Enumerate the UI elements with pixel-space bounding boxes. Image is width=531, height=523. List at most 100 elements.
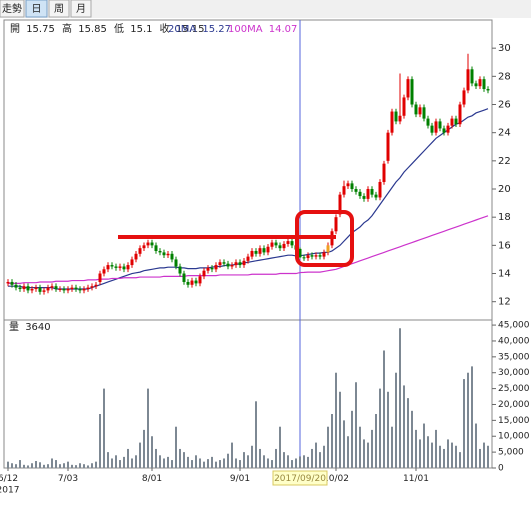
candle-body — [442, 128, 446, 133]
candle-body — [398, 115, 402, 122]
volume-bar — [331, 414, 333, 468]
volume-bar — [51, 458, 53, 468]
tab[interactable]: 日 — [25, 0, 48, 18]
x-tick-label: 8/01 — [142, 474, 162, 484]
candle-body — [302, 257, 306, 259]
candle-body — [478, 79, 482, 87]
candle-body — [434, 121, 438, 133]
volume-bar — [111, 458, 113, 468]
tab-label[interactable]: 月 — [76, 3, 86, 15]
candle-body — [454, 118, 458, 125]
volume-bar — [363, 439, 365, 468]
volume-bar — [375, 414, 377, 468]
candle-body — [186, 281, 190, 285]
volume-bar — [283, 452, 285, 468]
x-year-label: 2017 — [0, 486, 19, 496]
volume-bar — [131, 458, 133, 468]
volume-bar — [115, 455, 117, 468]
candle-body — [122, 266, 126, 270]
candle-body — [282, 243, 286, 249]
ma-line — [8, 215, 489, 284]
volume-tick-label: 20,000 — [498, 400, 530, 410]
candle-body — [354, 189, 358, 192]
candle-body — [194, 280, 198, 284]
candle-body — [214, 265, 218, 270]
volume-tick-label: 30,000 — [498, 368, 530, 378]
volume-bar — [279, 426, 281, 468]
volume-bar — [459, 452, 461, 468]
candle-body — [178, 266, 182, 274]
candle-body — [298, 248, 302, 258]
candle-body — [218, 262, 222, 266]
volume-bar — [71, 464, 73, 468]
volume-bar — [479, 448, 481, 468]
volume-bar — [95, 461, 97, 468]
candle-body — [270, 242, 274, 247]
candle-body — [42, 290, 46, 292]
volume-bar — [311, 448, 313, 468]
tab[interactable]: 周 — [48, 0, 70, 18]
volume-bar — [247, 455, 249, 468]
volume-bar — [239, 460, 241, 468]
volume-bar — [43, 464, 45, 468]
toolbar — [0, 0, 531, 18]
tab[interactable]: 月 — [70, 0, 92, 18]
volume-bar — [11, 463, 13, 468]
candle-body — [430, 125, 434, 133]
volume-bar — [143, 429, 145, 468]
volume-bar — [455, 445, 457, 468]
info-label: 低 — [114, 22, 124, 35]
volume-bar — [291, 460, 293, 468]
volume-bar — [415, 429, 417, 468]
candle-body — [102, 269, 106, 274]
x-tick-label: 6/12 — [0, 474, 18, 484]
info-value: 15.1 — [130, 24, 152, 35]
volume-bar — [7, 461, 9, 468]
candle-body — [62, 289, 66, 291]
volume-bar — [267, 458, 269, 468]
volume-bar — [467, 372, 469, 468]
candle-body — [162, 252, 166, 256]
candle-body — [206, 267, 210, 271]
volume-bar — [255, 401, 257, 468]
volume-bar — [387, 391, 389, 468]
info-label: 高 — [62, 22, 72, 35]
candle-body — [46, 287, 50, 291]
volume-bar — [167, 456, 169, 468]
tab[interactable]: 走勢 — [0, 0, 25, 18]
volume-bar — [367, 442, 369, 468]
volume-tick-label: 10,000 — [498, 432, 530, 442]
candle-body — [150, 242, 154, 246]
volume-bar — [399, 328, 401, 468]
volume-bar — [163, 458, 165, 468]
volume-bar — [471, 366, 473, 468]
volume-bar — [219, 460, 221, 468]
volume-bar — [443, 448, 445, 468]
volume-bar — [483, 442, 485, 468]
tab-label[interactable]: 周 — [54, 3, 64, 15]
candle-body — [190, 280, 194, 285]
candle-body — [258, 248, 262, 254]
candle-body — [234, 262, 238, 266]
candle-body — [58, 289, 62, 291]
volume-bar — [407, 398, 409, 468]
volume-bar — [199, 458, 201, 468]
candle-body — [142, 245, 146, 249]
candle-body — [106, 265, 110, 270]
x-tick-label: 9/01 — [230, 474, 250, 484]
y-tick-label: 16 — [498, 240, 511, 251]
candle-body — [126, 265, 130, 270]
legend-value: 15.27 — [202, 24, 231, 35]
tab-label[interactable]: 走勢 — [2, 2, 22, 15]
candle-body — [82, 289, 86, 291]
candle-body — [482, 79, 486, 90]
candle-body — [466, 69, 470, 91]
info-label: 收 — [160, 22, 170, 35]
volume-bar — [423, 423, 425, 468]
volume-bar — [191, 460, 193, 468]
tab-label[interactable]: 日 — [32, 4, 42, 15]
cursor-label-box — [272, 470, 328, 486]
volume-tick-label: 0 — [498, 464, 504, 474]
candle-body — [86, 287, 90, 290]
